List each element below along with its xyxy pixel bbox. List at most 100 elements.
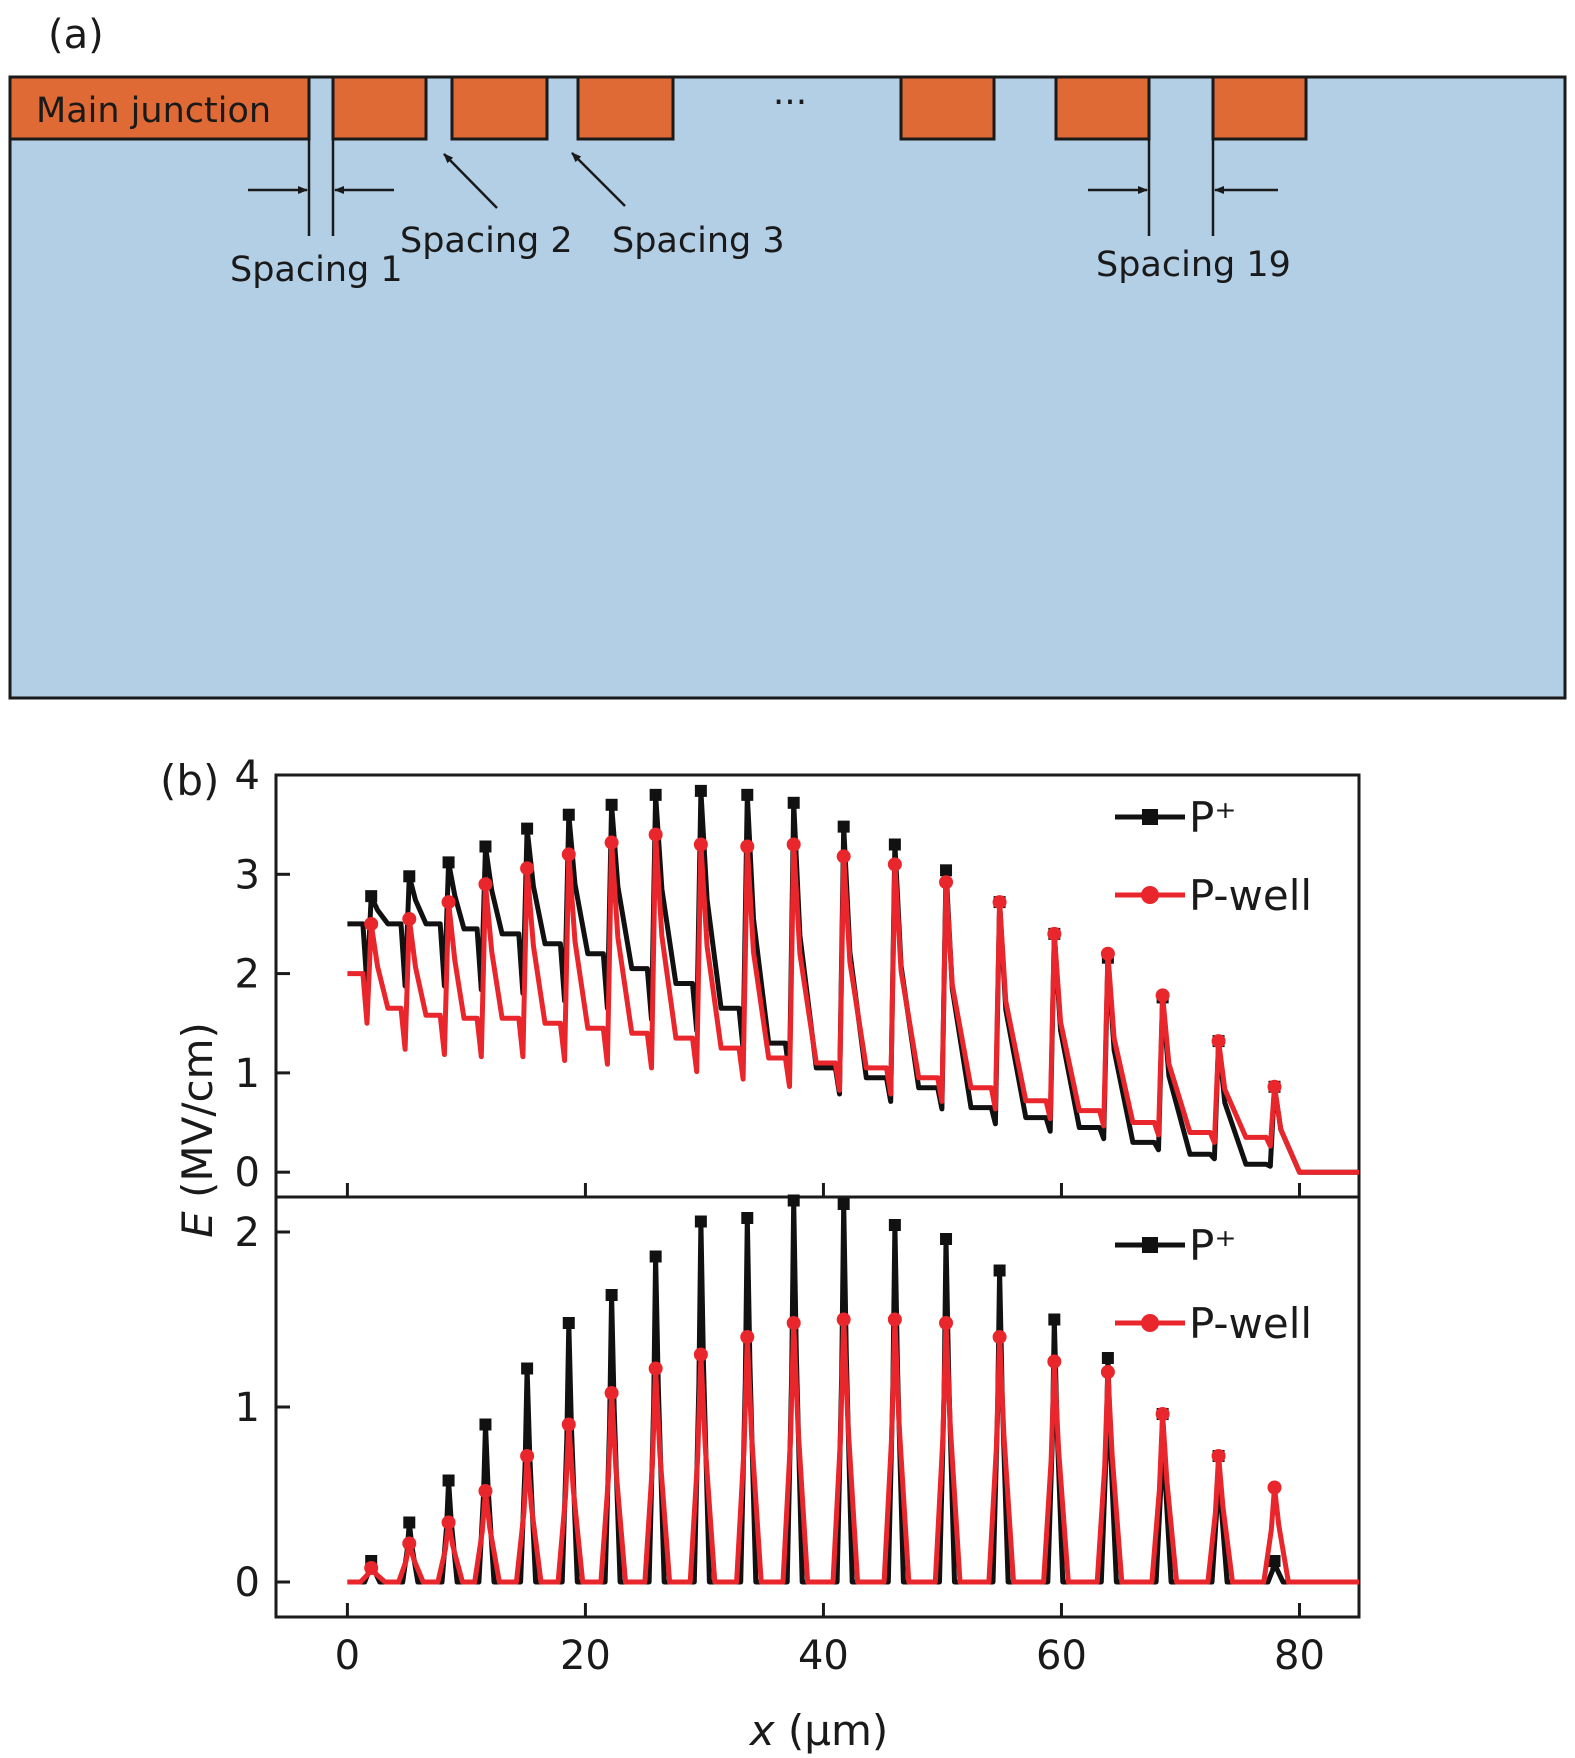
bottom-x-tick-label: 20 xyxy=(560,1633,611,1679)
ring-block-20 xyxy=(1211,75,1308,141)
panel-b: (b) 0 1 2 3 4 P⁺ P-well 0 1 2 0 20 40 60 80 P⁺ P-wel… xyxy=(160,753,1361,1755)
bottom-p-plus-peak-marker xyxy=(837,1198,850,1210)
spacing-2-pointer xyxy=(443,153,498,209)
ring-block-18 xyxy=(899,75,996,141)
top-series-p-well-line xyxy=(347,832,1359,1175)
top-y-tick-label: 3 xyxy=(235,852,260,898)
bottom-plot-series xyxy=(347,1194,1359,1585)
bottom-plot-y-axis: 0 1 2 xyxy=(235,1210,290,1606)
top-y-tick-label: 4 xyxy=(235,753,260,799)
bottom-p-plus-peak-marker xyxy=(605,1289,618,1301)
bottom-x-tick-label: 40 xyxy=(798,1633,849,1679)
top-legend-swatch-marker xyxy=(1141,886,1159,904)
bottom-x-tick-label: 0 xyxy=(335,1633,360,1679)
top-p-well-peak-marker xyxy=(441,895,456,910)
bottom-p-well-peak-marker xyxy=(604,1386,619,1400)
top-p-well-peak-marker xyxy=(836,849,851,864)
panel-a-label: (a) xyxy=(48,12,104,58)
bottom-p-plus-peak-marker xyxy=(741,1212,754,1224)
y-axis-label-italic: E xyxy=(173,1211,222,1238)
bottom-x-tick-label: 60 xyxy=(1036,1633,1087,1679)
bottom-p-well-peak-marker xyxy=(1100,1365,1115,1379)
spacing-19-label: Spacing 19 xyxy=(1096,245,1291,285)
top-p-plus-peak-marker xyxy=(562,808,575,821)
bottom-plot-x-axis: 0 20 40 60 80 xyxy=(335,1603,1325,1679)
top-p-plus-peak-marker xyxy=(605,798,618,811)
x-axis-label: x (μm) xyxy=(748,1706,889,1755)
bottom-p-plus-peak-marker xyxy=(993,1264,1006,1277)
top-p-plus-peak-marker xyxy=(940,864,953,877)
bottom-p-well-peak-marker xyxy=(1155,1407,1170,1421)
spacing-3-label: Spacing 3 xyxy=(612,221,785,261)
bottom-p-well-peak-marker xyxy=(740,1330,755,1344)
top-y-tick-label: 1 xyxy=(235,1051,260,1097)
bottom-p-well-peak-marker xyxy=(836,1312,851,1327)
bottom-p-well-peak-marker xyxy=(786,1316,801,1330)
bottom-p-well-peak-marker xyxy=(1211,1449,1226,1463)
top-p-well-peak-marker xyxy=(992,895,1007,910)
top-y-tick-label: 0 xyxy=(235,1150,260,1196)
bottom-p-plus-peak-marker xyxy=(521,1362,534,1375)
panel-b-label: (b) xyxy=(160,756,219,805)
top-p-well-peak-marker xyxy=(1047,926,1062,941)
bottom-plot-legend: P⁺ P-well xyxy=(1115,1221,1312,1348)
bottom-y-tick-label: 0 xyxy=(235,1560,260,1606)
bottom-x-tick-label: 80 xyxy=(1274,1633,1325,1679)
bottom-p-plus-peak-marker xyxy=(694,1215,707,1228)
top-p-well-peak-marker xyxy=(939,875,954,890)
panel-a: (a) Main junction ··· Spacing 1 Spacing … xyxy=(8,12,1567,700)
bottom-p-well-peak-marker xyxy=(648,1361,663,1376)
top-p-well-peak-marker xyxy=(561,847,576,862)
y-axis-label: E (MV/cm) xyxy=(173,1022,222,1238)
top-p-well-peak-marker xyxy=(786,837,801,852)
bottom-p-well-peak-marker xyxy=(992,1330,1007,1344)
ring-block-1 xyxy=(331,75,428,141)
bottom-p-plus-peak-marker xyxy=(649,1250,662,1263)
bottom-p-well-peak-marker xyxy=(402,1536,417,1551)
top-plot: 0 1 2 3 4 P⁺ P-well xyxy=(235,753,1361,1199)
top-p-plus-peak-marker xyxy=(787,796,800,809)
bottom-y-tick-label: 1 xyxy=(235,1385,260,1431)
bottom-p-well-peak-marker xyxy=(887,1312,902,1327)
top-p-plus-peak-marker xyxy=(365,890,378,903)
ellipsis-mark: ··· xyxy=(773,82,807,123)
top-p-plus-peak-marker xyxy=(479,840,492,853)
bottom-p-plus-peak-marker xyxy=(479,1418,492,1431)
top-p-plus-peak-marker xyxy=(837,820,850,833)
bottom-p-well-peak-marker xyxy=(520,1449,535,1463)
top-p-well-peak-marker xyxy=(1155,988,1170,1003)
top-p-well-peak-marker xyxy=(1100,946,1115,961)
top-p-plus-peak-marker xyxy=(888,838,901,851)
spacing-1-label: Spacing 1 xyxy=(230,250,403,290)
bottom-p-plus-peak-marker xyxy=(562,1317,575,1329)
top-p-well-peak-marker xyxy=(604,835,619,850)
bottom-p-plus-peak-marker xyxy=(1048,1313,1061,1326)
top-series-p-plus-line xyxy=(347,788,1359,1175)
bottom-p-well-peak-marker xyxy=(561,1417,576,1432)
top-plot-y-axis: 0 1 2 3 4 xyxy=(235,753,290,1196)
top-p-well-peak-marker xyxy=(648,827,663,842)
top-p-well-peak-marker xyxy=(402,911,417,926)
y-axis-label-units: (MV/cm) xyxy=(173,1022,222,1211)
top-p-well-peak-marker xyxy=(1211,1034,1226,1049)
x-axis-label-italic: x xyxy=(748,1706,776,1755)
top-p-plus-peak-marker xyxy=(521,822,534,835)
top-y-tick-label: 2 xyxy=(235,952,260,998)
bottom-p-plus-peak-marker xyxy=(940,1233,953,1245)
top-p-well-peak-marker xyxy=(478,877,493,892)
top-p-plus-peak-marker xyxy=(442,856,455,869)
ring-block-2 xyxy=(450,75,549,141)
top-p-plus-peak-marker xyxy=(741,788,754,801)
top-legend-label: P-well xyxy=(1189,871,1312,920)
substrate-region xyxy=(8,75,1567,700)
spacing-2-label: Spacing 2 xyxy=(400,221,573,261)
bottom-legend-swatch-marker xyxy=(1142,1237,1158,1253)
bottom-p-plus-peak-marker xyxy=(403,1516,416,1529)
bottom-legend-swatch-marker xyxy=(1141,1314,1159,1332)
top-p-well-peak-marker xyxy=(364,916,379,931)
top-plot-x-ticks xyxy=(345,1183,1301,1197)
top-p-well-peak-marker xyxy=(740,839,755,854)
bottom-p-well-peak-marker xyxy=(939,1316,954,1330)
top-plot-series xyxy=(347,784,1359,1175)
